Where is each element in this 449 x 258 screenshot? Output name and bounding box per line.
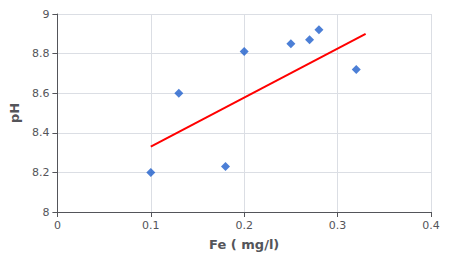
svg-text:8: 8 (42, 206, 49, 219)
svg-text:8.2: 8.2 (32, 166, 50, 179)
svg-text:0.4: 0.4 (422, 219, 440, 232)
svg-text:9: 9 (42, 8, 49, 21)
svg-text:pH: pH (7, 103, 22, 123)
svg-text:8.6: 8.6 (32, 87, 50, 100)
svg-text:Fe ( mg/l): Fe ( mg/l) (209, 237, 279, 252)
svg-text:0.1: 0.1 (142, 219, 160, 232)
svg-text:0.3: 0.3 (329, 219, 347, 232)
svg-text:8.8: 8.8 (32, 47, 50, 60)
svg-text:0: 0 (54, 219, 61, 232)
svg-text:0.2: 0.2 (235, 219, 253, 232)
svg-text:8.4: 8.4 (32, 126, 50, 139)
